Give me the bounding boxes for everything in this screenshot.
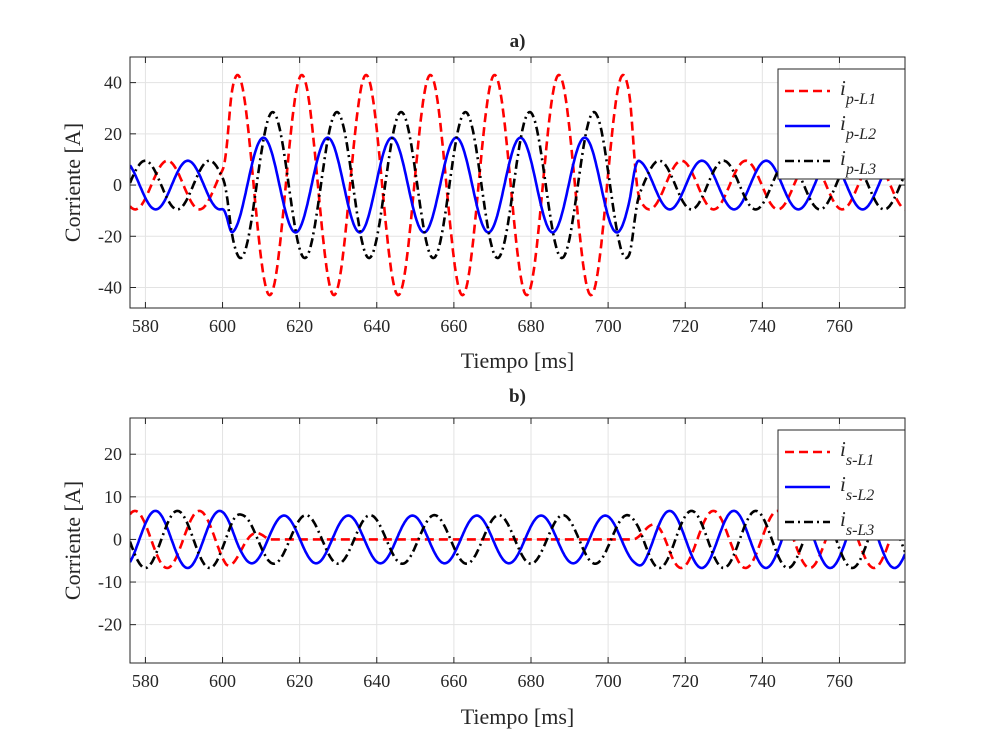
x-tick-label: 760 — [826, 316, 853, 336]
y-tick-label: -10 — [98, 572, 122, 592]
x-tick-label: 620 — [286, 316, 313, 336]
x-tick-label: 680 — [517, 316, 544, 336]
legend-label: is-L3 — [840, 507, 874, 539]
series-group — [130, 73, 905, 297]
x-tick-label: 620 — [286, 671, 313, 691]
legend-label: ip-L3 — [840, 146, 876, 178]
x-tick-label: 660 — [440, 316, 467, 336]
x-axis-label: Tiempo [ms] — [461, 348, 574, 373]
x-tick-label: 580 — [132, 316, 159, 336]
y-tick-label: 10 — [104, 487, 122, 507]
legend-subscript: p-L3 — [845, 161, 876, 178]
legend-subscript: s-L3 — [846, 522, 874, 539]
y-axis-label: Corriente [A] — [60, 481, 85, 600]
chart-b: 580 600 620 640 660 680 700 720 740 760 -20 -10 0 10 2… — [60, 386, 906, 729]
series-group — [130, 509, 905, 570]
y-tick-label: -20 — [98, 615, 122, 635]
legend-subscript: p-L1 — [845, 91, 876, 108]
series-p-L1 — [130, 73, 905, 297]
legend-symbol: i — [840, 111, 846, 135]
y-tick-label: 20 — [104, 124, 122, 144]
y-tick-label: 0 — [113, 529, 122, 549]
x-tick-label: 740 — [749, 671, 776, 691]
legend-subscript: p-L2 — [845, 126, 876, 143]
y-tick-label: -40 — [98, 278, 122, 298]
legend-symbol: i — [840, 472, 846, 496]
x-tick-label: 700 — [595, 671, 622, 691]
legend-symbol: i — [840, 437, 846, 461]
y-tick-label: -20 — [98, 226, 122, 246]
legend-label: is-L2 — [840, 472, 874, 504]
x-tick-label: 640 — [363, 671, 390, 691]
x-tick-label: 720 — [672, 671, 699, 691]
x-tick-label: 580 — [132, 671, 159, 691]
legend-symbol: i — [840, 146, 846, 170]
series-s-L1 — [130, 509, 905, 570]
y-tick-label: 0 — [113, 175, 122, 195]
y-axis-label: Corriente [A] — [60, 123, 85, 242]
series-p-L3 — [130, 110, 905, 260]
legend-symbol: i — [840, 507, 846, 531]
x-tick-label: 760 — [826, 671, 853, 691]
legend-symbol: i — [840, 76, 846, 100]
legend-label: is-L1 — [840, 437, 874, 469]
x-tick-label: 600 — [209, 671, 236, 691]
x-tick-label: 600 — [209, 316, 236, 336]
chart-title: b) — [509, 386, 526, 407]
plot-area — [130, 57, 905, 308]
x-tick-label: 720 — [672, 316, 699, 336]
y-tick-label: 40 — [104, 73, 122, 93]
legend-label: ip-L1 — [840, 76, 876, 108]
axes-box — [129, 56, 906, 309]
x-axis-label: Tiempo [ms] — [461, 704, 574, 729]
chart-a: 580 600 620 640 660 680 700 720 740 760 -40 -20 0 20 4… — [60, 31, 906, 373]
legend-label: ip-L2 — [840, 111, 876, 143]
x-tick-label: 700 — [595, 316, 622, 336]
chart-title: a) — [510, 31, 526, 52]
legend-subscript: s-L1 — [846, 452, 874, 469]
legend-subscript: s-L2 — [846, 487, 874, 504]
x-tick-label: 680 — [517, 671, 544, 691]
series-p-L2 — [130, 136, 905, 234]
series-s-L3 — [130, 509, 905, 570]
y-tick-label: 20 — [104, 444, 122, 464]
series-s-L2 — [130, 509, 905, 570]
x-tick-label: 740 — [749, 316, 776, 336]
x-tick-label: 640 — [363, 316, 390, 336]
x-tick-label: 660 — [440, 671, 467, 691]
